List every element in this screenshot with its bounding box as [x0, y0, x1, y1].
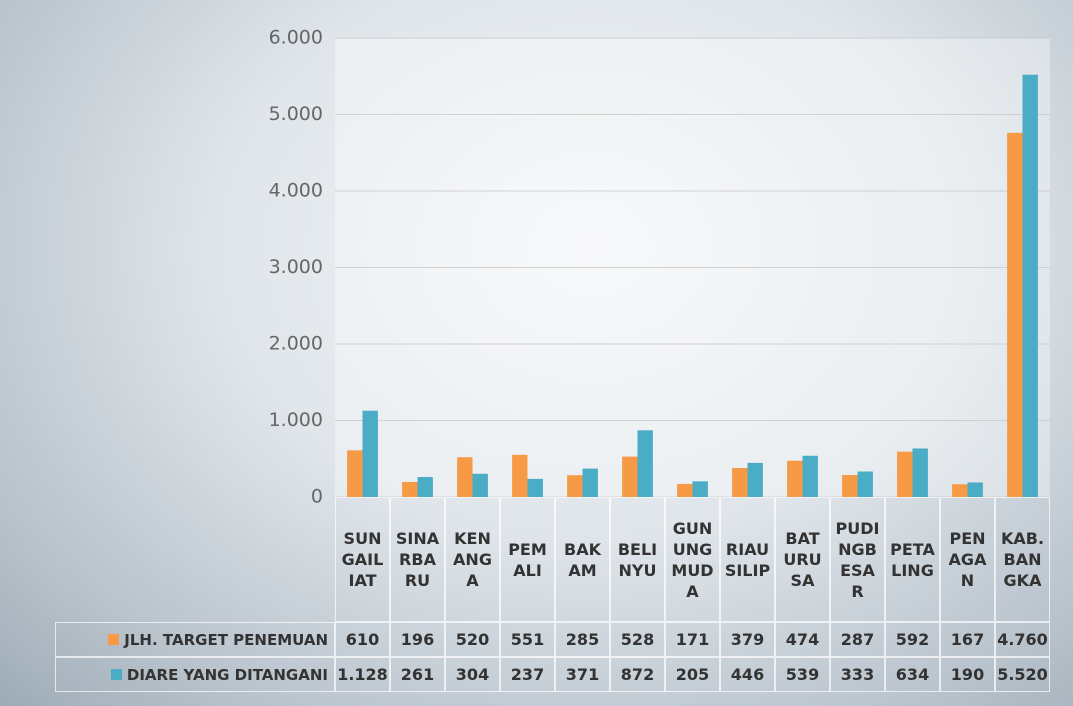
- category-label: GUNUNGMUDA: [665, 497, 720, 622]
- bar: [897, 452, 912, 497]
- bar: [363, 411, 378, 497]
- legend-entry: JLH. TARGET PENEMUAN: [55, 622, 335, 657]
- legend-entry: DIARE YANG DITANGANI: [55, 657, 335, 692]
- category-label: PEMALI: [500, 497, 555, 622]
- bar: [638, 430, 653, 497]
- table-value: 190: [940, 657, 995, 692]
- category-label: BATURUSA: [775, 497, 830, 622]
- bar: [347, 450, 362, 497]
- bar: [418, 477, 433, 497]
- y-tick-label: 2.000: [269, 333, 323, 355]
- legend-label: JLH. TARGET PENEMUAN: [124, 631, 328, 649]
- table-value: 196: [390, 622, 445, 657]
- bar: [583, 469, 598, 497]
- bar: [473, 474, 488, 497]
- chart: 0 1.000 2.000 3.000 4.000 5.000 6.000 SUNGAILI…: [0, 0, 1073, 706]
- bar: [968, 482, 983, 497]
- category-label: BAKAM: [555, 497, 610, 622]
- bar: [677, 484, 692, 497]
- table-value: 304: [445, 657, 500, 692]
- category-label: PUDINGBESAR: [830, 497, 885, 622]
- bar: [842, 475, 857, 497]
- category-label: PETALING: [885, 497, 940, 622]
- table-value: 4.760: [995, 622, 1050, 657]
- table-value: 474: [775, 622, 830, 657]
- category-label: RIAU SILIP: [720, 497, 775, 622]
- table-value: 171: [665, 622, 720, 657]
- table-value: 520: [445, 622, 500, 657]
- legend-label: DIARE YANG DITANGANI: [127, 666, 328, 684]
- category-label: SINARBARU: [390, 497, 445, 622]
- y-tick-label: 4.000: [269, 180, 323, 202]
- table-value: 371: [555, 657, 610, 692]
- bar: [803, 456, 818, 497]
- table-value: 5.520: [995, 657, 1050, 692]
- bar: [1007, 133, 1022, 497]
- table-value: 592: [885, 622, 940, 657]
- bar: [402, 482, 417, 497]
- table-value: 1.128: [335, 657, 390, 692]
- table-value: 237: [500, 657, 555, 692]
- y-tick-label: 0: [311, 486, 323, 508]
- bar: [693, 481, 708, 497]
- table-value: 872: [610, 657, 665, 692]
- table-value: 333: [830, 657, 885, 692]
- table-value: 285: [555, 622, 610, 657]
- bar: [913, 448, 928, 497]
- bar: [787, 461, 802, 497]
- category-label: KENANGA: [445, 497, 500, 622]
- category-label: PENAGAN: [940, 497, 995, 622]
- table-value: 528: [610, 622, 665, 657]
- category-label: KAB. BANGKA: [995, 497, 1050, 622]
- bar: [748, 463, 763, 497]
- table-value: 610: [335, 622, 390, 657]
- table-value: 551: [500, 622, 555, 657]
- category-label: BELINYU: [610, 497, 665, 622]
- bar: [567, 475, 582, 497]
- y-tick-label: 6.000: [269, 27, 323, 49]
- legend-swatch: [111, 669, 122, 680]
- category-label: SUNGAILIAT: [335, 497, 390, 622]
- table-value: 167: [940, 622, 995, 657]
- table-value: 446: [720, 657, 775, 692]
- bar: [528, 479, 543, 497]
- bar: [858, 472, 873, 497]
- bar: [457, 457, 472, 497]
- legend-swatch: [108, 634, 119, 645]
- table-value: 634: [885, 657, 940, 692]
- table-value: 205: [665, 657, 720, 692]
- bar: [732, 468, 747, 497]
- bar: [1023, 75, 1038, 497]
- table-value: 261: [390, 657, 445, 692]
- y-tick-label: 3.000: [269, 256, 323, 278]
- table-value: 539: [775, 657, 830, 692]
- y-tick-label: 1.000: [269, 409, 323, 431]
- y-tick-label: 5.000: [269, 103, 323, 125]
- table-value: 379: [720, 622, 775, 657]
- bar: [622, 457, 637, 497]
- bar: [952, 484, 967, 497]
- bar: [512, 455, 527, 497]
- table-value: 287: [830, 622, 885, 657]
